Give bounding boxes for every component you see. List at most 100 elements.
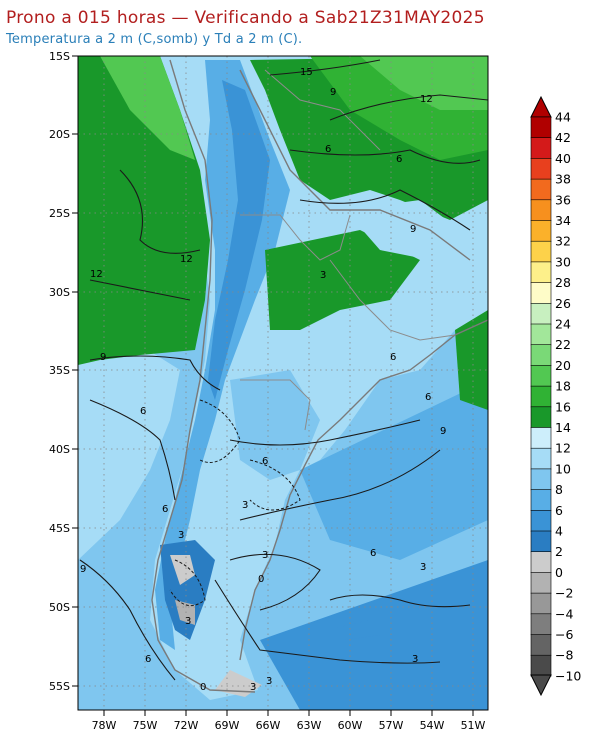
lon-label: 63W (297, 719, 322, 732)
map-frame (77, 55, 489, 711)
colorbar-label: 38 (555, 172, 571, 187)
contour-label: 3 (420, 562, 426, 573)
lon-label: 78W (92, 719, 117, 732)
colorbar-segment (530, 199, 552, 222)
lon-label: 54W (420, 719, 445, 732)
map-subtitle: Temperatura a 2 m (C,somb) y Td a 2 m (C… (6, 32, 303, 47)
lat-label: 20S (49, 128, 70, 141)
colorbar-label: −2 (555, 586, 573, 601)
negative-contours (169, 399, 301, 607)
contour-label: 3 (178, 530, 184, 541)
contour-label: 12 (180, 254, 193, 265)
lon-label: 66W (256, 719, 281, 732)
colorbar-label: 42 (555, 130, 571, 145)
lon-label: 72W (174, 719, 199, 732)
uruguay-coast-warm (455, 310, 488, 410)
contour-label: 9 (80, 564, 86, 575)
colorbar-label: 28 (555, 275, 571, 290)
contour-label: 3 (242, 500, 248, 511)
colorbar-segment (530, 158, 552, 180)
colorbar-label: 14 (555, 420, 571, 435)
graticule (78, 56, 488, 710)
contour-label: 6 (396, 154, 402, 165)
colorbar-label: 44 (555, 110, 571, 125)
colorbar-segment (530, 323, 552, 346)
central-cool-patch (230, 370, 320, 480)
colorbar-label: 34 (555, 213, 571, 228)
lon-label: 75W (133, 719, 158, 732)
colorbar-segment (530, 365, 552, 387)
contour-label: 6 (162, 504, 168, 515)
lon-label: 69W (215, 719, 240, 732)
lat-label: 30S (49, 286, 70, 299)
contour-label: 3 (266, 676, 272, 687)
colorbar: 4442403836343230282624222018161412108642… (530, 95, 581, 697)
contour-label: 9 (100, 352, 106, 363)
colorbar-segment (530, 344, 552, 367)
colorbar-segment (530, 530, 552, 553)
colorbar-segment (530, 220, 552, 242)
contour-label: 6 (390, 352, 396, 363)
lon-label: 60W (338, 719, 363, 732)
colorbar-label: −10 (555, 668, 581, 683)
map-title: Prono a 015 horas — Verificando a Sab21Z… (6, 8, 485, 28)
colorbar-label: 6 (555, 503, 563, 518)
contour-label: 6 (370, 548, 376, 559)
contour-label: 3 (250, 682, 256, 693)
dewpoint-contours (79, 59, 488, 681)
peru-coast-warm (100, 56, 195, 160)
contour-label: 3 (320, 270, 326, 281)
colorbar-segment (530, 178, 552, 201)
colorbar-segment (530, 592, 552, 615)
colorbar-label: 16 (555, 399, 571, 414)
lon-label: 51W (461, 719, 486, 732)
icefield-north (170, 555, 195, 585)
contour-label: 0 (258, 574, 264, 585)
andes-colder-band (208, 80, 270, 400)
colorbar-label: −6 (555, 627, 573, 642)
colorbar-max-arrow (530, 95, 552, 118)
lat-ticks (72, 55, 78, 687)
colorbar-label: 20 (555, 358, 571, 373)
lat-label: 45S (49, 522, 70, 535)
colorbar-label: 30 (555, 254, 571, 269)
contour-label: 3 (185, 616, 191, 627)
contour-label: 6 (425, 392, 431, 403)
colorbar-segment (530, 613, 552, 636)
colorbar-segment (530, 385, 552, 408)
contour-label: 9 (440, 426, 446, 437)
pacific-light-band (78, 345, 180, 560)
lagoon (335, 620, 380, 640)
colorbar-segment (530, 406, 552, 429)
colorbar-segment (530, 551, 552, 574)
colorbar-segment (530, 282, 552, 304)
contour-labels: 15 12 9 6 12 9 3 6 12 9 6 6 6 9 6 3 6 3 … (80, 67, 446, 693)
colorbar-segment (530, 447, 552, 470)
colorbar-segment (530, 116, 552, 139)
colorbar-label: 4 (555, 524, 563, 539)
contour-label: 3 (262, 550, 268, 561)
contour-label: 6 (145, 654, 151, 665)
lat-label: 35S (49, 364, 70, 377)
contour-label: 6 (325, 144, 331, 155)
colorbar-segment (530, 468, 552, 491)
lon-label: 57W (379, 719, 404, 732)
colorbar-segment (530, 137, 552, 159)
colorbar-label: 32 (555, 234, 571, 249)
colorbar-label: −8 (555, 648, 573, 663)
atlantic-band (300, 380, 488, 560)
colorbar-segment (530, 654, 552, 677)
colorbar-segments (530, 116, 552, 677)
colorbar-segment (530, 261, 552, 284)
colorbar-label: 26 (555, 296, 571, 311)
colorbar-segment (530, 240, 552, 263)
lat-label: 25S (49, 207, 70, 220)
colorbar-label: 36 (555, 192, 571, 207)
political-borders (240, 69, 456, 431)
colorbar-label: 0 (555, 565, 563, 580)
lat-label: 15S (49, 50, 70, 63)
contour-label: 6 (262, 456, 268, 467)
lon-labels: 78W 75W 72W 69W 66W 63W 60W 57W 54W 51W (92, 719, 486, 732)
colorbar-label: 8 (555, 482, 563, 497)
